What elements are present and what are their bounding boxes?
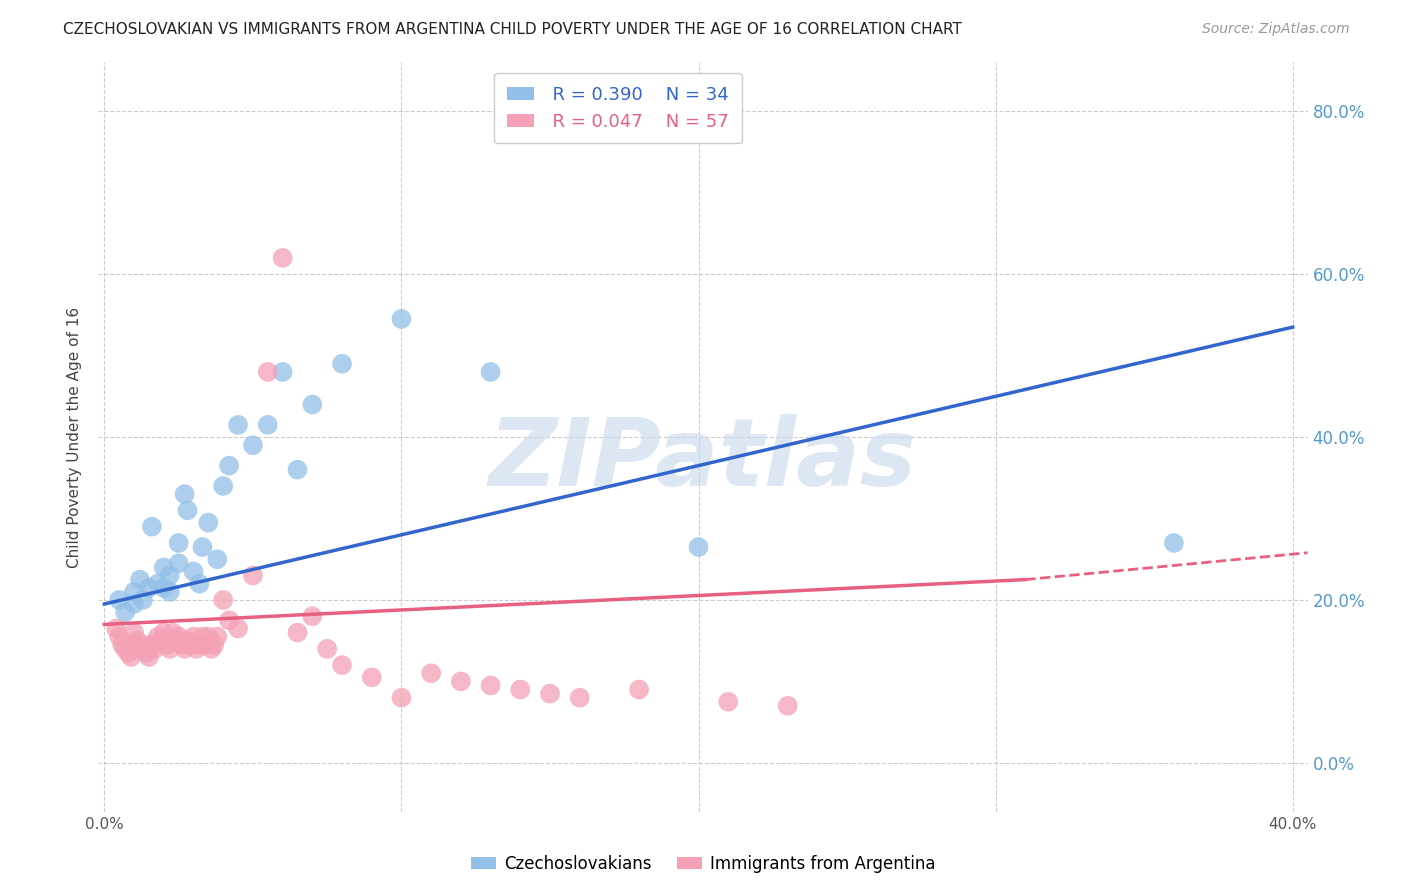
Point xyxy=(242,568,264,582)
Point xyxy=(391,690,413,705)
Point xyxy=(186,641,208,656)
Point xyxy=(301,609,323,624)
Point xyxy=(120,650,142,665)
Y-axis label: Child Poverty Under the Age of 16: Child Poverty Under the Age of 16 xyxy=(67,307,83,567)
Point xyxy=(170,638,193,652)
Point xyxy=(122,597,145,611)
Point xyxy=(717,695,740,709)
Point xyxy=(479,365,502,379)
Point xyxy=(129,573,152,587)
Point xyxy=(141,638,163,652)
Point xyxy=(316,641,339,656)
Point xyxy=(162,625,184,640)
Point xyxy=(141,519,163,533)
Point xyxy=(330,357,353,371)
Point xyxy=(183,565,205,579)
Point xyxy=(132,593,155,607)
Point xyxy=(197,516,219,530)
Point xyxy=(188,638,211,652)
Point xyxy=(156,638,179,652)
Point xyxy=(628,682,651,697)
Point xyxy=(108,630,131,644)
Point xyxy=(568,690,591,705)
Point xyxy=(167,536,190,550)
Point xyxy=(159,641,181,656)
Point xyxy=(167,557,190,571)
Point xyxy=(167,630,190,644)
Point xyxy=(149,633,172,648)
Point xyxy=(212,593,235,607)
Legend:   R = 0.390    N = 34,   R = 0.047    N = 57: R = 0.390 N = 34, R = 0.047 N = 57 xyxy=(495,73,742,144)
Point xyxy=(271,365,294,379)
Point xyxy=(200,641,222,656)
Point xyxy=(226,622,249,636)
Point xyxy=(194,638,217,652)
Point xyxy=(159,568,181,582)
Text: ZIPatlas: ZIPatlas xyxy=(489,414,917,506)
Point xyxy=(212,479,235,493)
Point xyxy=(688,540,710,554)
Point xyxy=(180,638,202,652)
Point xyxy=(256,417,278,432)
Point xyxy=(129,641,152,656)
Point xyxy=(117,646,139,660)
Point xyxy=(176,503,198,517)
Point xyxy=(207,552,229,566)
Point xyxy=(165,633,187,648)
Point xyxy=(301,397,323,411)
Point xyxy=(420,666,443,681)
Point xyxy=(152,581,174,595)
Point xyxy=(176,633,198,648)
Point xyxy=(173,487,195,501)
Point xyxy=(159,584,181,599)
Point xyxy=(111,638,134,652)
Point xyxy=(776,698,799,713)
Point xyxy=(173,641,195,656)
Point xyxy=(197,630,219,644)
Point xyxy=(122,638,145,652)
Legend: Czechoslovakians, Immigrants from Argentina: Czechoslovakians, Immigrants from Argent… xyxy=(464,848,942,880)
Point xyxy=(122,584,145,599)
Point xyxy=(330,658,353,673)
Point xyxy=(538,687,561,701)
Point xyxy=(183,630,205,644)
Point xyxy=(287,463,309,477)
Point xyxy=(360,670,382,684)
Point xyxy=(146,576,169,591)
Point xyxy=(391,312,413,326)
Text: CZECHOSLOVAKIAN VS IMMIGRANTS FROM ARGENTINA CHILD POVERTY UNDER THE AGE OF 16 C: CZECHOSLOVAKIAN VS IMMIGRANTS FROM ARGEN… xyxy=(63,22,962,37)
Point xyxy=(188,576,211,591)
Point xyxy=(509,682,531,697)
Point xyxy=(256,365,278,379)
Point xyxy=(152,560,174,574)
Point xyxy=(122,625,145,640)
Point xyxy=(135,646,157,660)
Point xyxy=(202,638,225,652)
Point xyxy=(450,674,472,689)
Point xyxy=(114,605,136,619)
Text: Source: ZipAtlas.com: Source: ZipAtlas.com xyxy=(1202,22,1350,37)
Point xyxy=(191,630,214,644)
Point xyxy=(242,438,264,452)
Point xyxy=(114,641,136,656)
Point xyxy=(1163,536,1185,550)
Point xyxy=(287,625,309,640)
Point xyxy=(138,650,160,665)
Point xyxy=(207,630,229,644)
Point xyxy=(138,581,160,595)
Point xyxy=(132,638,155,652)
Point xyxy=(226,417,249,432)
Point xyxy=(191,540,214,554)
Point xyxy=(125,633,148,648)
Point xyxy=(271,251,294,265)
Point xyxy=(218,458,240,473)
Point xyxy=(152,625,174,640)
Point xyxy=(218,613,240,627)
Point xyxy=(105,622,128,636)
Point xyxy=(108,593,131,607)
Point xyxy=(479,678,502,692)
Point xyxy=(143,641,166,656)
Point xyxy=(146,630,169,644)
